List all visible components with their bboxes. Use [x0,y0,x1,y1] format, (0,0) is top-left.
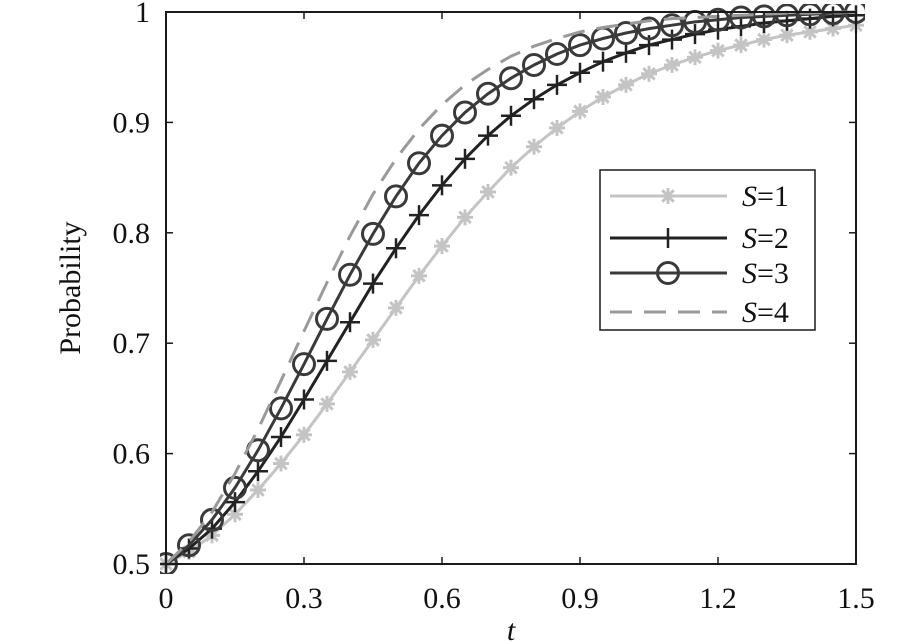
data-point [616,42,636,63]
data-point [407,151,431,176]
data-point [269,396,293,421]
series-line-s-3 [165,10,857,566]
data-point [595,89,611,106]
y-axis-label: Probability [54,221,87,354]
tick-layer: 0 0.3 0.6 0.9 1.2 1.5 0.5 0.6 0.7 0.8 0.9 1 [113,0,875,615]
data-point [455,148,475,169]
data-point [710,42,726,59]
data-point [248,461,268,482]
data-point [340,312,360,333]
data-point [319,395,335,412]
data-point [476,81,500,106]
data-point [271,427,291,448]
series-markers [160,4,865,574]
data-point [225,492,245,513]
data-point [386,238,406,259]
x-tick-label: 0.9 [561,582,599,615]
legend: S=1 S=2S=3 S=4 [599,169,816,331]
plot-frame [165,11,857,565]
data-point [614,20,638,45]
x-tick-label: 0 [159,582,174,615]
data-point [432,175,452,196]
data-point [570,62,590,83]
data-point [572,103,588,120]
data-point [685,24,705,45]
data-point [658,228,678,248]
data-point [317,350,337,371]
data-point [641,65,657,82]
data-point [430,123,454,148]
data-point [457,209,473,226]
data-point [733,37,749,54]
data-point [499,66,523,91]
data-point [292,352,316,377]
data-point [296,426,312,443]
data-point [660,188,676,204]
legend-label: S=1 [742,180,789,213]
data-point [342,363,358,380]
data-point [361,221,385,246]
data-point [273,455,289,472]
x-tick-label: 1.2 [699,582,737,615]
y-tick-label: 0.5 [113,548,151,581]
y-tick-label: 0.7 [113,327,151,360]
data-point [478,125,498,146]
data-point [480,183,496,200]
data-point [453,100,477,125]
data-point [547,74,567,95]
data-point [315,306,339,331]
legend-label: S=4 [742,296,789,329]
data-point [177,533,201,558]
y-tick-label: 0.9 [113,106,151,139]
data-point [549,119,565,136]
data-point [409,205,429,226]
data-point [363,273,383,294]
y-tick-label: 1 [135,0,150,29]
data-point [664,56,680,73]
data-point [384,184,408,209]
data-point [365,331,381,348]
data-point [568,33,592,58]
x-tick-label: 0.6 [423,582,461,615]
data-point [503,159,519,176]
data-point [729,5,753,30]
data-point [798,4,822,27]
data-point [524,89,544,110]
data-point [637,16,661,41]
data-point [660,13,684,38]
data-point [756,31,772,48]
y-tick-label: 0.8 [113,217,151,250]
data-point [706,7,730,32]
series-layer [160,4,865,574]
data-point [752,4,776,29]
data-point [223,475,247,500]
data-point [687,49,703,66]
data-point [338,262,362,287]
data-point [656,261,680,285]
data-point [501,105,521,126]
data-point [227,506,243,523]
data-point [618,76,634,93]
data-point [250,482,266,499]
x-tick-label: 0.3 [285,582,323,615]
data-point [294,389,314,410]
data-point [545,41,569,66]
data-point [434,238,450,255]
data-point [522,52,546,77]
y-tick-label: 0.6 [113,438,151,471]
data-point [411,267,427,284]
data-point [662,29,682,50]
series-line-s-4 [164,10,856,566]
data-point [526,138,542,155]
data-point [593,51,613,72]
data-point [388,299,404,316]
data-point [775,4,799,28]
x-tick-label: 1.5 [837,582,875,615]
legend-label: S=3 [742,257,789,290]
legend-label: S=2 [742,222,789,255]
x-axis-label: t [507,614,516,643]
